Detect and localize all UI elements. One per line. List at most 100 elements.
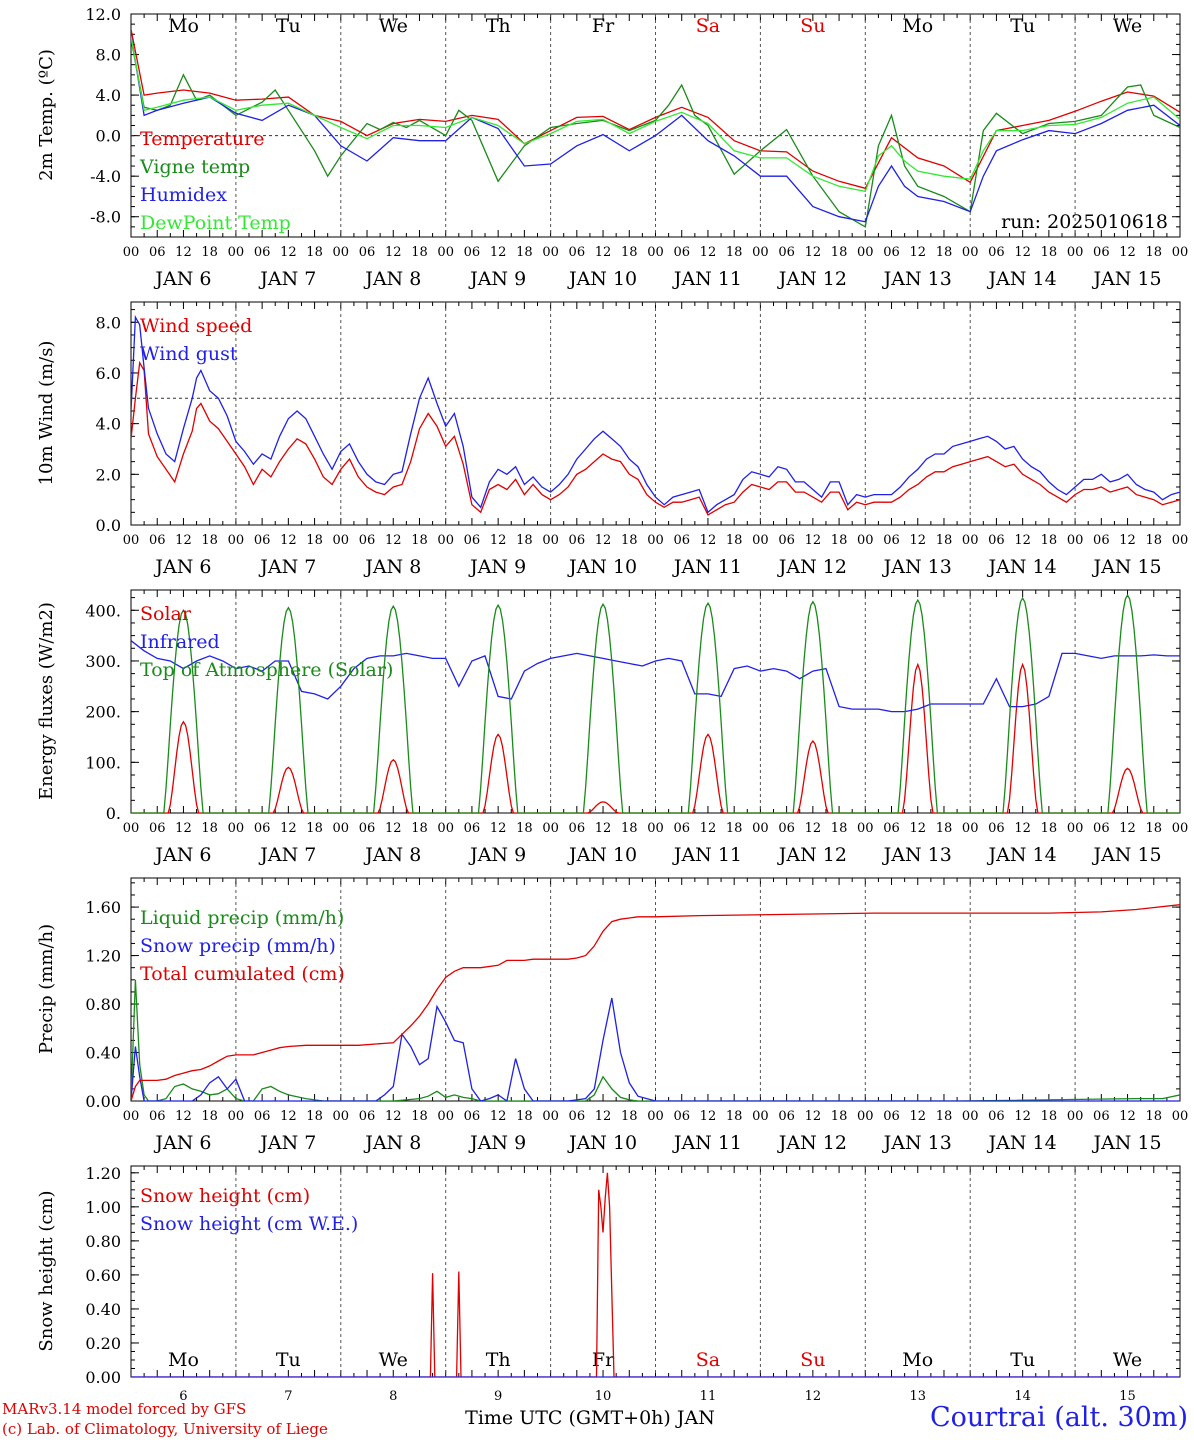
y-tick-label: 0. [106, 804, 121, 823]
date-label: JAN 12 [777, 844, 847, 866]
legend-entry: Snow height (cm W.E.) [140, 1213, 358, 1235]
day-name: Th [486, 15, 511, 37]
date-label: JAN 6 [153, 268, 211, 290]
date-label: JAN 10 [567, 268, 637, 290]
date-label: JAN 7 [258, 1132, 316, 1154]
date-label: JAN 14 [987, 556, 1057, 578]
y-tick-label: 0.80 [85, 995, 121, 1014]
date-label: JAN 15 [1091, 268, 1161, 290]
y-axis-label: 2m Temp. (ºC) [36, 49, 57, 181]
day-name: Tu [276, 1349, 301, 1371]
hour-label: 06 [673, 533, 690, 548]
hour-label: 00 [647, 1109, 664, 1124]
y-tick-label: 4.0 [96, 86, 121, 105]
day-name: We [379, 1349, 408, 1371]
date-label: JAN 7 [258, 844, 316, 866]
hour-label: 00 [857, 533, 874, 548]
hour-label: 18 [306, 533, 323, 548]
date-label: JAN 12 [777, 556, 847, 578]
date-label: JAN 15 [1091, 1132, 1161, 1154]
y-tick-label: 2.0 [96, 465, 121, 484]
hour-label: 00 [962, 1109, 979, 1124]
hour-label: 00 [228, 1109, 245, 1124]
copyright-credit: (c) Lab. of Climatology, University of L… [2, 1420, 328, 1438]
model-credit: MARv3.14 model forced by GFS [2, 1400, 247, 1418]
legend-entry: Total cumulated (cm) [140, 963, 345, 985]
hour-label: 18 [1041, 1109, 1058, 1124]
legend-entry: Snow height (cm) [140, 1185, 310, 1207]
panel-wind: 8.0 6.0 4.0 2.0 0.0 10m Wind (m/s) 00 06 12 18 00 0… [36, 301, 1188, 578]
y-tick-label: 0.00 [85, 1368, 121, 1387]
hour-label: 06 [254, 821, 271, 836]
hour-label: 18 [201, 821, 218, 836]
hour-label: 00 [1067, 245, 1084, 260]
hour-label: 00 [1172, 1109, 1189, 1124]
hour-label: 06 [778, 245, 795, 260]
y-tick-label: 200. [85, 703, 121, 722]
day-number: 13 [909, 1389, 926, 1404]
day-name: Sa [696, 1349, 720, 1371]
hour-label: 00 [752, 1109, 769, 1124]
hour-label: 12 [1119, 821, 1136, 836]
hour-label: 12 [909, 533, 926, 548]
hour-label: 12 [280, 245, 297, 260]
hour-label: 00 [333, 245, 350, 260]
legend-entry: Liquid precip (mm/h) [140, 907, 344, 929]
y-axis-label: Snow height (cm) [36, 1190, 57, 1351]
hour-label: 18 [411, 1109, 428, 1124]
hour-label: 12 [595, 1109, 612, 1124]
hour-label: 00 [857, 821, 874, 836]
date-label: JAN 8 [363, 844, 421, 866]
hour-label: 00 [1172, 245, 1189, 260]
hour-label: 00 [437, 1109, 454, 1124]
hour-label: 12 [805, 1109, 822, 1124]
date-label: JAN 8 [363, 1132, 421, 1154]
hour-label: 06 [464, 821, 481, 836]
hour-label: 18 [621, 245, 638, 260]
date-label: JAN 13 [882, 844, 952, 866]
date-label: JAN 11 [672, 268, 742, 290]
hour-label: 12 [805, 245, 822, 260]
run-label: run: 2025010618 [1001, 211, 1168, 233]
date-label: JAN 10 [567, 556, 637, 578]
day-name: Fr [592, 1349, 615, 1371]
hour-label: 18 [306, 1109, 323, 1124]
date-label: JAN 9 [468, 1132, 526, 1154]
hour-label: 00 [752, 245, 769, 260]
hour-label: 06 [778, 533, 795, 548]
date-label: JAN 11 [672, 1132, 742, 1154]
day-number: 10 [595, 1389, 612, 1404]
hour-label: 12 [385, 821, 402, 836]
legend-entry: Wind speed [140, 315, 252, 337]
hour-label: 12 [595, 821, 612, 836]
y-tick-label: 1.20 [85, 947, 121, 966]
hour-label: 00 [1172, 821, 1189, 836]
date-label: JAN 6 [153, 844, 211, 866]
hour-label: 12 [490, 533, 507, 548]
hour-label: 06 [359, 245, 376, 260]
hour-label: 12 [175, 821, 192, 836]
y-tick-label: 0.00 [85, 1092, 121, 1111]
day-name: Sa [696, 15, 720, 37]
hour-label: 18 [621, 1109, 638, 1124]
day-name: We [1113, 15, 1142, 37]
hour-label: 18 [1146, 245, 1163, 260]
day-name: Fr [592, 15, 615, 37]
date-label: JAN 14 [987, 844, 1057, 866]
hour-label: 18 [1041, 533, 1058, 548]
hour-label: 18 [411, 821, 428, 836]
y-tick-label: 0.80 [85, 1232, 121, 1251]
date-label: JAN 15 [1091, 844, 1161, 866]
date-label: JAN 8 [363, 556, 421, 578]
hour-label: 12 [700, 245, 717, 260]
day-number: 7 [284, 1389, 292, 1404]
hour-label: 00 [752, 821, 769, 836]
y-axis-label: Precip (mm/h) [36, 924, 57, 1054]
hour-label: 12 [595, 533, 612, 548]
hour-label: 18 [831, 533, 848, 548]
legend-entry: Top of Atmosphere (Solar) [140, 659, 393, 681]
hour-label: 00 [647, 533, 664, 548]
series-line-wind-speed [131, 360, 1180, 516]
hour-label: 18 [306, 245, 323, 260]
